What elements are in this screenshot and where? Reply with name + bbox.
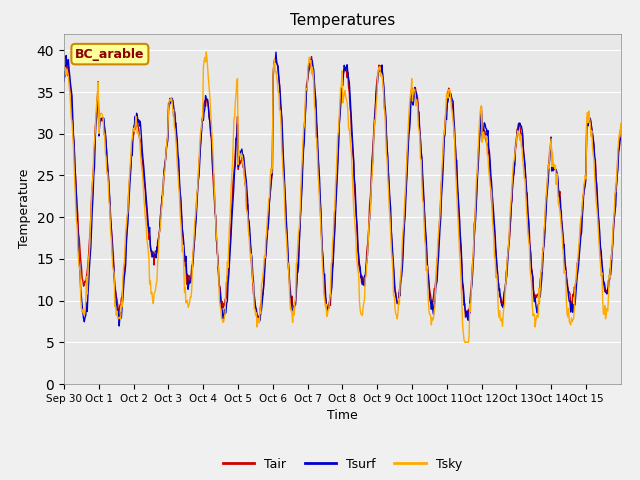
Tair — [433, 274, 440, 280]
Tsky — [617, 120, 625, 126]
X-axis label: Time: Time — [327, 409, 358, 422]
Tsky — [228, 161, 236, 167]
Tsky — [202, 49, 210, 55]
Legend: Tair, Tsurf, Tsky: Tair, Tsurf, Tsky — [218, 453, 467, 476]
Y-axis label: Temperature: Temperature — [18, 169, 31, 249]
Tsurf — [433, 281, 440, 287]
Tsurf — [401, 212, 409, 217]
Tsky — [256, 307, 264, 313]
Tsky — [60, 66, 68, 72]
Line: Tsky: Tsky — [64, 52, 621, 342]
Tsurf — [256, 317, 264, 323]
Tair — [228, 210, 236, 216]
Tsky — [125, 175, 133, 180]
Tsky — [461, 339, 468, 345]
Tsurf — [272, 49, 280, 55]
Line: Tair: Tair — [64, 57, 621, 318]
Tair — [60, 73, 68, 79]
Tsurf — [60, 79, 68, 84]
Tsurf — [126, 178, 134, 184]
Tsurf — [228, 207, 236, 213]
Tair — [255, 315, 263, 321]
Tair — [401, 199, 409, 205]
Tsurf — [617, 135, 625, 141]
Line: Tsurf: Tsurf — [64, 52, 621, 326]
Tair — [125, 180, 133, 185]
Tair — [308, 54, 316, 60]
Tair — [256, 308, 264, 313]
Text: BC_arable: BC_arable — [75, 48, 145, 60]
Tair — [617, 125, 625, 131]
Title: Temperatures: Temperatures — [290, 13, 395, 28]
Tsky — [277, 124, 285, 130]
Tsky — [401, 203, 408, 208]
Tair — [277, 108, 285, 114]
Tsurf — [278, 114, 285, 120]
Tsky — [432, 281, 440, 287]
Tsurf — [115, 323, 123, 329]
